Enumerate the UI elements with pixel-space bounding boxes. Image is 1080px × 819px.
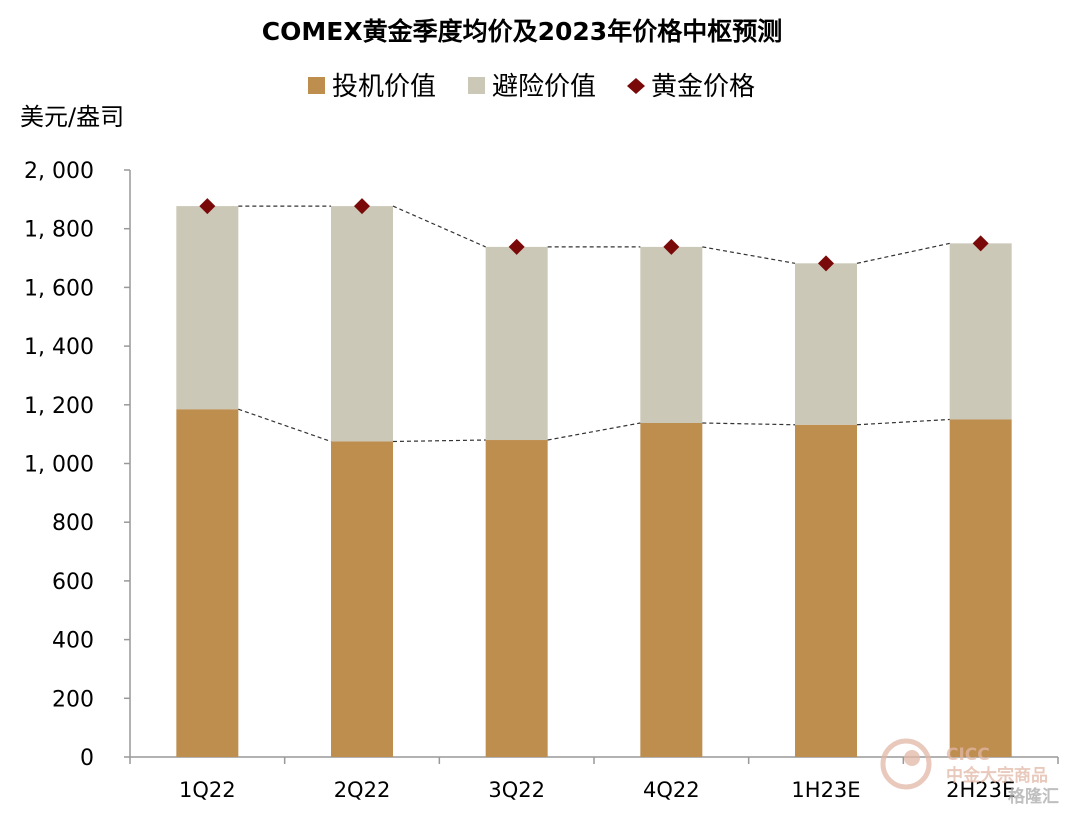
connector-top xyxy=(702,246,796,264)
legend-swatch-safe-haven xyxy=(468,77,485,94)
y-tick-label: 600 xyxy=(52,570,94,595)
connector-top xyxy=(856,242,950,264)
watermark: CICC 中金大宗商品 格隆汇 xyxy=(880,738,1059,807)
bar-safe-haven xyxy=(640,246,703,423)
watermark-brand: CICC xyxy=(946,745,990,765)
x-tick-label: 4Q22 xyxy=(643,778,700,802)
bar-speculative xyxy=(331,441,393,757)
bar-speculative xyxy=(485,440,548,757)
bar-speculative xyxy=(176,409,239,757)
gold-price-marker xyxy=(508,238,525,255)
connector-bottom xyxy=(702,422,796,426)
watermark-subtitle: 中金大宗商品 xyxy=(946,765,1048,786)
bar-speculative xyxy=(795,424,857,757)
y-tick-label: 800 xyxy=(52,511,94,536)
bar-safe-haven xyxy=(331,206,393,442)
x-tick-label: 3Q22 xyxy=(488,778,545,802)
y-axis: 0 200 400 600 800 1, 000 1, 200 1, 400 1, 600 1, … xyxy=(24,159,131,771)
y-tick-label: 0 xyxy=(80,746,94,771)
x-tick-label: 1H23E xyxy=(791,778,860,802)
gold-price-marker xyxy=(663,238,680,255)
gold-price-marker xyxy=(199,198,216,215)
connector-lines xyxy=(238,205,950,443)
watermark-logo-dot xyxy=(904,750,920,766)
watermark-source: 格隆汇 xyxy=(1008,786,1059,807)
legend-swatch-speculative xyxy=(308,77,325,94)
y-tick-label: 200 xyxy=(52,687,94,712)
connector-bottom xyxy=(547,422,641,441)
x-axis: 1Q22 2Q22 3Q22 4Q22 1H23E 2H23E xyxy=(129,756,1059,802)
bar-safe-haven xyxy=(485,246,548,441)
x-tick-label: 2Q22 xyxy=(334,778,391,802)
connector-bottom xyxy=(238,408,332,443)
connector-bottom xyxy=(856,418,950,426)
bars xyxy=(176,206,1012,757)
gold-price-marker xyxy=(354,198,370,215)
y-tick-label: 1, 400 xyxy=(24,335,94,360)
y-tick-label: 400 xyxy=(52,629,94,654)
gold-price-markers xyxy=(199,198,989,272)
bar-safe-haven xyxy=(176,206,239,410)
chart-title: COMEX黄金季度均价及2023年价格中枢预测 xyxy=(262,17,782,46)
connector-bottom xyxy=(392,439,486,443)
bar-speculative xyxy=(640,422,703,757)
y-tick-label: 1, 800 xyxy=(24,218,94,243)
gold-price-marker xyxy=(818,255,834,272)
x-tick-label: 1Q22 xyxy=(179,778,236,802)
gold-price-marker xyxy=(972,235,989,252)
y-tick-label: 2, 000 xyxy=(24,159,94,184)
legend-label-gold-price: 黄金价格 xyxy=(651,72,755,102)
legend-marker-gold-price xyxy=(627,78,645,94)
connector-top xyxy=(392,205,486,248)
legend-label-speculative: 投机价值 xyxy=(332,72,436,102)
y-tick-label: 1, 000 xyxy=(24,453,94,478)
y-tick-label: 1, 600 xyxy=(24,276,94,301)
watermark-logo xyxy=(880,738,932,790)
bar-safe-haven xyxy=(949,243,1012,420)
bar-safe-haven xyxy=(795,263,857,425)
x-tick-label: 2H23E xyxy=(946,778,1015,802)
legend: 投机价值 避险价值 黄金价格 xyxy=(308,72,755,102)
bar-speculative xyxy=(949,419,1012,757)
y-axis-label: 美元/盎司 xyxy=(20,103,124,131)
y-tick-label: 1, 200 xyxy=(24,394,94,419)
legend-label-safe-haven: 避险价值 xyxy=(492,72,596,102)
